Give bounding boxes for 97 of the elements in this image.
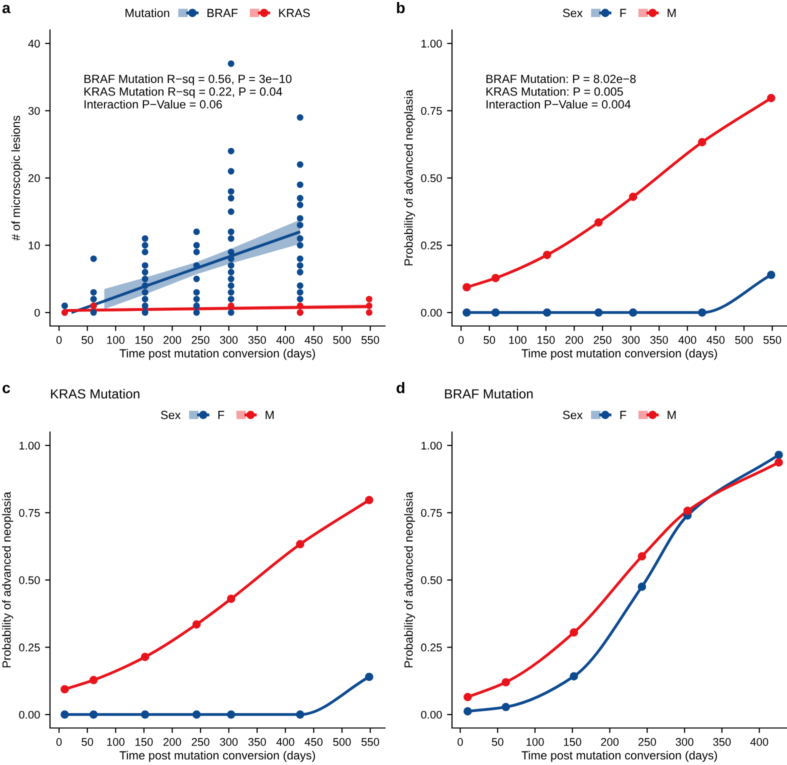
y-tick-label: 0.00 — [421, 308, 442, 317]
x-tick-label: 400 — [750, 738, 768, 746]
legend-label: M — [668, 8, 676, 18]
y-tick-label: 0.75 — [421, 106, 442, 115]
text: d — [396, 382, 404, 394]
x-tick-label: 500 — [333, 738, 351, 746]
legend-label: KRAS — [279, 8, 310, 18]
x-tick-label: 250 — [192, 336, 210, 344]
x-tick-label: 450 — [304, 336, 323, 344]
x-tick-label: 150 — [136, 738, 153, 746]
x-tick-label: 300 — [622, 336, 640, 344]
y-tick-label: 0.00 — [421, 710, 442, 719]
legend-title: Mutation — [126, 8, 170, 18]
annotation: Interaction P−Value = 0.004 — [486, 100, 631, 109]
x-tick-label: 550 — [361, 738, 380, 746]
x-tick-label: 200 — [164, 336, 182, 344]
chart-title: BRAF Mutation — [445, 388, 533, 399]
x-tick-label: 150 — [564, 738, 582, 746]
x-tick-label: 350 — [713, 738, 731, 746]
y-axis-title: # of microscopic lesions — [11, 116, 22, 241]
y-tick-label: 1.00 — [20, 442, 40, 450]
x-tick-label: 400 — [678, 336, 696, 344]
y-tick-label: 0.00 — [19, 710, 40, 719]
x-tick-label: 300 — [220, 738, 238, 746]
annotation: BRAF Mutation: P = 8.02e−8 — [486, 74, 636, 84]
y-tick-label: 0.25 — [421, 242, 442, 250]
x-tick-label: 550 — [361, 336, 380, 344]
y-tick-label: 30 — [28, 106, 40, 115]
x-tick-label: 0 — [458, 738, 463, 746]
x-tick-label: 200 — [601, 738, 619, 746]
x-tick-label: 500 — [735, 336, 753, 344]
x-tick-label: 250 — [594, 336, 612, 344]
x-tick-label: 50 — [82, 738, 94, 746]
text: a — [2, 4, 11, 14]
text: b — [397, 2, 405, 14]
x-axis-title: Time post mutation conversion (days) — [120, 348, 315, 360]
x-axis-title: Time post mutation conversion (days) — [522, 750, 717, 762]
x-tick-label: 100 — [526, 738, 544, 746]
legend-label: M — [668, 410, 676, 420]
y-tick-label: 0.75 — [421, 508, 442, 517]
legend-title: Sex — [562, 410, 583, 420]
y-axis-title: Probability of advanced neoplasia — [2, 492, 14, 668]
annotation: BRAF Mutation R−sq = 0.56, P = 3e−10 — [84, 74, 292, 86]
x-tick-label: 250 — [638, 738, 656, 746]
annotation: KRAS Mutation: P = 0.005 — [486, 87, 623, 96]
y-tick-label: 0.50 — [19, 576, 40, 584]
x-tick-label: 0 — [56, 738, 62, 746]
y-tick-label: 40 — [28, 40, 40, 48]
x-tick-label: 500 — [333, 336, 351, 344]
y-tick-label: 0.25 — [421, 644, 442, 652]
x-tick-label: 300 — [676, 738, 694, 746]
x-tick-label: 100 — [509, 336, 526, 344]
text: c — [2, 384, 10, 394]
x-tick-label: 350 — [248, 336, 266, 344]
x-tick-label: 350 — [650, 336, 668, 344]
x-tick-label: 450 — [304, 738, 323, 746]
x-tick-label: 0 — [56, 336, 62, 344]
x-tick-label: 50 — [82, 336, 94, 344]
x-tick-label: 300 — [220, 336, 238, 344]
x-tick-label: 100 — [107, 738, 124, 746]
legend-label: BRAF — [208, 8, 238, 18]
x-tick-label: 450 — [706, 336, 725, 344]
x-tick-label: 550 — [763, 336, 782, 344]
annotation: Interaction P−Value = 0.06 — [84, 100, 222, 109]
x-tick-label: 350 — [248, 738, 266, 746]
legend-label: F — [218, 410, 224, 420]
x-tick-label: 250 — [192, 738, 210, 746]
x-tick-label: 150 — [538, 336, 555, 344]
x-axis-title: Time post mutation conversion (days) — [522, 348, 717, 360]
x-tick-label: 0 — [458, 336, 464, 344]
x-tick-label: 200 — [164, 738, 182, 746]
y-axis-title: Probability of advanced neoplasia — [404, 90, 416, 266]
x-tick-label: 150 — [136, 336, 153, 344]
x-axis-title: Time post mutation conversion (days) — [120, 750, 315, 762]
legend-label: F — [620, 410, 626, 420]
x-tick-label: 100 — [107, 336, 124, 344]
y-axis-title: Probability of advanced neoplasia — [404, 492, 416, 668]
y-tick-label: 0.50 — [421, 576, 442, 584]
x-tick-label: 50 — [492, 738, 504, 746]
x-tick-label: 400 — [276, 738, 294, 746]
legend-title: Sex — [160, 410, 181, 420]
y-tick-label: 1.00 — [422, 442, 442, 450]
y-tick-label: 20 — [28, 174, 40, 182]
chart-title: KRAS Mutation — [51, 388, 140, 399]
y-tick-label: 10 — [28, 242, 40, 250]
legend-label: F — [620, 8, 626, 18]
y-tick-label: 0.75 — [19, 508, 40, 517]
x-tick-label: 200 — [566, 336, 584, 344]
y-tick-label: 1.00 — [422, 40, 442, 48]
x-tick-label: 50 — [484, 336, 496, 344]
annotation: KRAS Mutation R−sq = 0.22, P = 0.04 — [84, 87, 282, 98]
x-tick-label: 400 — [276, 336, 294, 344]
legend-label: M — [266, 410, 274, 420]
y-tick-label: 0 — [34, 308, 40, 317]
legend-title: Sex — [562, 8, 583, 18]
y-tick-label: 0.25 — [19, 644, 40, 652]
y-tick-label: 0.50 — [421, 174, 442, 182]
